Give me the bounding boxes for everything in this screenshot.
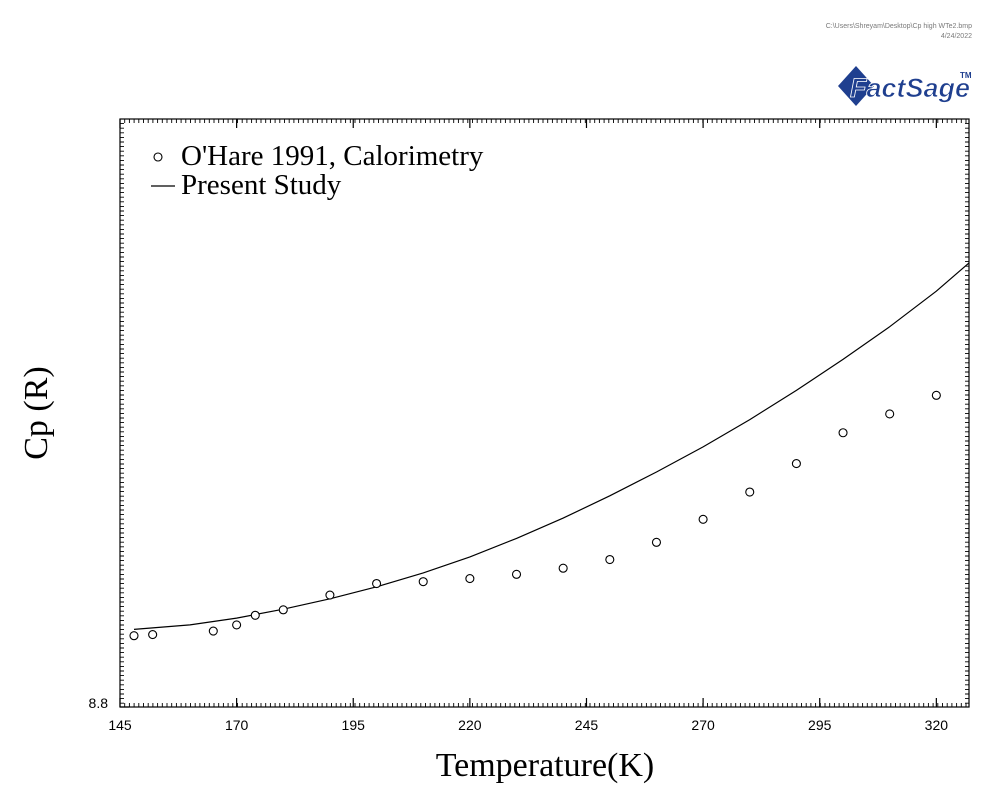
data-point [931, 390, 941, 400]
curve-layer [133, 262, 970, 630]
data-point [129, 631, 139, 641]
data-point [791, 459, 801, 469]
logo-text: FactSage [850, 73, 970, 103]
data-point [372, 578, 382, 589]
minor-ticks [119, 118, 969, 707]
legend-entry-label: Present Study [181, 169, 342, 201]
data-point [465, 574, 475, 584]
data-point [232, 620, 242, 630]
plot-frame [119, 118, 970, 708]
logo-tm: TM [960, 71, 972, 80]
x-tick-label: 170 [225, 717, 249, 733]
x-tick-label: 270 [691, 717, 715, 733]
x-tick-label: 295 [808, 717, 832, 733]
data-point [208, 626, 218, 636]
x-tick-label: 145 [108, 717, 132, 733]
x-tick-label: 195 [342, 717, 366, 733]
present-study-line [133, 262, 970, 630]
legend-circle-icon [153, 152, 163, 162]
data-point [745, 487, 755, 497]
y-tick-label: 8.8 [89, 695, 109, 711]
x-tick-label: 245 [575, 717, 599, 733]
minor-tick-marks [119, 118, 969, 707]
plot-border [119, 118, 970, 708]
data-point [325, 590, 335, 600]
x-tick-label: 320 [925, 717, 949, 733]
data-point [885, 409, 895, 419]
file-date: 4/24/2022 [940, 33, 972, 40]
data-point [651, 537, 662, 547]
data-point [838, 428, 848, 438]
data-point [558, 563, 568, 573]
factsage-logo: FactSage TM [838, 66, 972, 106]
logo-diamond-icon [838, 66, 874, 106]
data-point [250, 610, 260, 620]
data-point [605, 554, 615, 565]
legend-entry-label: O'Hare 1991, Calorimetry [181, 140, 484, 172]
data-point [698, 514, 708, 524]
y-axis-label: Cp (R) [18, 366, 55, 460]
marker-layer [129, 390, 941, 641]
file-info: C:\Users\Shreyam\Desktop\Cp high WTe2.bm… [826, 22, 972, 42]
x-tick-label: 220 [458, 717, 482, 733]
data-point [418, 577, 428, 587]
file-path: C:\Users\Shreyam\Desktop\Cp high WTe2.bm… [825, 23, 972, 30]
x-axis-label: Temperature(K) [436, 747, 655, 784]
data-point [148, 630, 158, 640]
data-point [278, 605, 288, 615]
axis-ticks: 145 170 195 220 245 270 295 320 8.8 [89, 119, 949, 733]
data-point [511, 569, 522, 579]
